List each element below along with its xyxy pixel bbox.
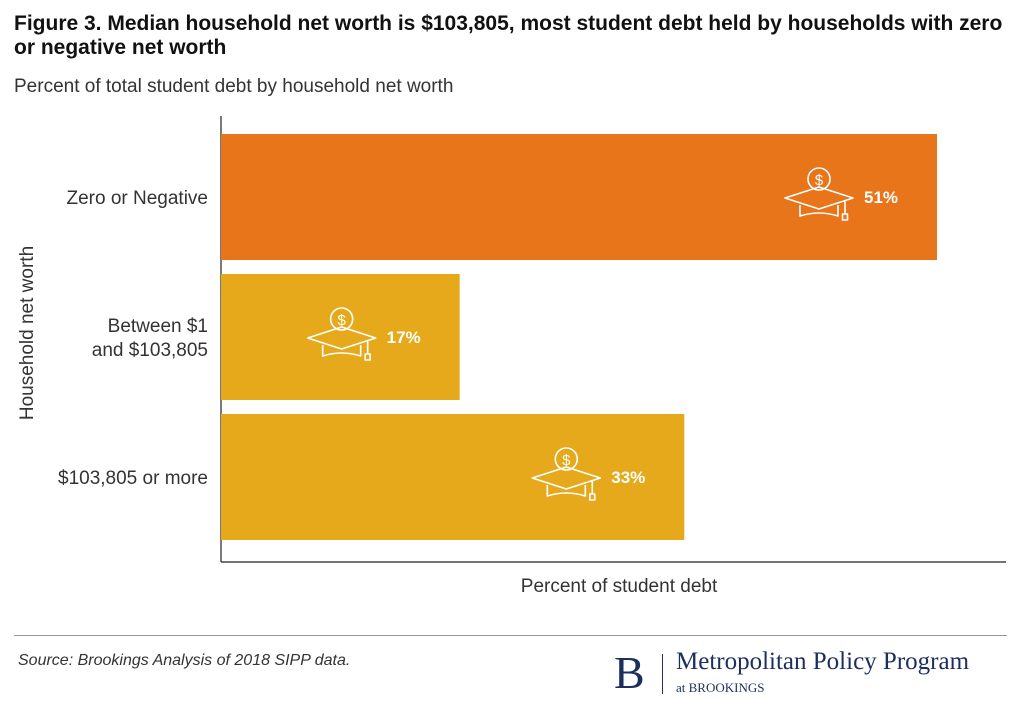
value-label-2: 33% — [611, 468, 645, 487]
category-label-1-1: and $103,805 — [92, 340, 208, 361]
graduation-cap-dollar-icon: $ — [784, 167, 854, 221]
bar-0 — [221, 134, 937, 260]
svg-text:$: $ — [562, 452, 571, 469]
y-axis-title: Household net worth — [17, 246, 38, 420]
svg-text:$: $ — [337, 312, 346, 329]
graduation-cap-dollar-icon: $ — [531, 447, 602, 501]
logo-program-name: Metropolitan Policy Program — [676, 648, 970, 675]
chart-title: Figure 3. Median household net worth is … — [14, 12, 1003, 59]
logo-subtitle: at BROOKINGS — [676, 680, 765, 695]
bar-chart: Zero or Negative 51% $ Between $1 and $103,8… — [17, 116, 1006, 597]
svg-text:$: $ — [815, 172, 824, 189]
graduation-cap-dollar-icon: $ — [306, 307, 377, 361]
footer-divider — [14, 635, 1007, 636]
chart-subtitle: Percent of total student debt by househo… — [14, 76, 454, 97]
bars-group: Zero or Negative 51% $ Between $1 and $103,8… — [58, 134, 937, 540]
category-label-0-0: Zero or Negative — [66, 188, 208, 209]
x-axis-title: Percent of student debt — [521, 576, 718, 597]
category-label-2-0: $103,805 or more — [58, 468, 208, 489]
bar-2 — [221, 414, 685, 540]
category-label-1-0: Between $1 — [108, 316, 208, 337]
value-label-1: 17% — [387, 328, 421, 347]
logo-divider — [662, 654, 663, 694]
logo-letter: B — [614, 647, 645, 698]
source-note: Source: Brookings Analysis of 2018 SIPP … — [18, 652, 351, 669]
bar-1 — [221, 274, 460, 400]
brookings-logo: B Metropolitan Policy Program at BROOKIN… — [614, 648, 1014, 698]
value-label-0: 51% — [864, 188, 898, 207]
